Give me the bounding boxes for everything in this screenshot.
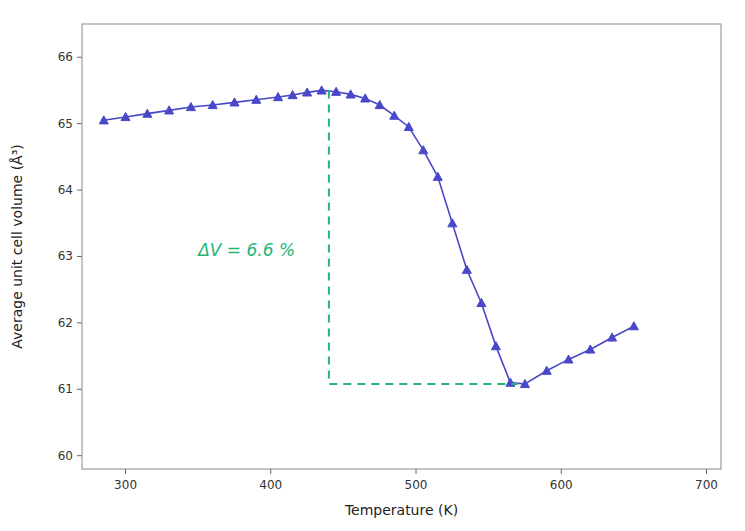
y-tick-label: 66 bbox=[58, 50, 73, 64]
data-point bbox=[208, 101, 217, 109]
data-point bbox=[390, 111, 399, 119]
data-point bbox=[586, 345, 595, 353]
data-point bbox=[542, 366, 551, 374]
x-tick-label: 700 bbox=[695, 478, 718, 492]
data-point bbox=[346, 90, 355, 98]
x-tick bbox=[125, 469, 126, 474]
data-point bbox=[564, 355, 573, 363]
x-tick bbox=[561, 469, 562, 474]
data-point bbox=[99, 116, 108, 124]
y-tick-label: 62 bbox=[58, 316, 73, 330]
annotation: ΔV = 6.6 % bbox=[196, 240, 295, 260]
x-tick bbox=[270, 469, 271, 474]
chart: 300 400 500 600 700 60 61 62 63 64 65 66 ΔV = 6.6 % T… bbox=[0, 0, 745, 531]
data-point bbox=[143, 109, 152, 117]
data-line bbox=[104, 90, 634, 384]
y-tick bbox=[77, 322, 82, 323]
data-point bbox=[186, 103, 195, 111]
y-tick bbox=[77, 256, 82, 257]
data-point bbox=[375, 101, 384, 109]
y-tick bbox=[77, 123, 82, 124]
x-tick bbox=[416, 469, 417, 474]
y-tick bbox=[77, 455, 82, 456]
data-point bbox=[491, 342, 500, 350]
data-point bbox=[121, 112, 130, 120]
y-tick-label: 63 bbox=[58, 249, 73, 263]
data-point bbox=[230, 98, 239, 106]
y-tick-label: 64 bbox=[58, 183, 73, 197]
dashed-guide bbox=[329, 90, 518, 384]
plot-frame bbox=[82, 24, 721, 469]
chart-container: 300 400 500 600 700 60 61 62 63 64 65 66 ΔV = 6.6 % T… bbox=[0, 0, 745, 531]
data-point bbox=[288, 91, 297, 99]
data-point bbox=[165, 106, 174, 114]
y-tick-label: 60 bbox=[58, 449, 73, 463]
data-point bbox=[404, 122, 413, 130]
data-point bbox=[506, 378, 515, 386]
y-tick bbox=[77, 57, 82, 58]
y-tick-label: 61 bbox=[58, 382, 73, 396]
x-tick-label: 500 bbox=[405, 478, 428, 492]
data-point bbox=[419, 146, 428, 154]
x-tick bbox=[706, 469, 707, 474]
y-tick bbox=[77, 389, 82, 390]
x-tick-label: 400 bbox=[259, 478, 282, 492]
y-axis-label: Average unit cell volume (Å³) bbox=[9, 144, 25, 348]
data-point bbox=[520, 379, 529, 387]
data-point bbox=[303, 88, 312, 96]
plot-background bbox=[82, 24, 721, 469]
x-tick-label: 300 bbox=[114, 478, 137, 492]
data-point bbox=[332, 87, 341, 95]
data-point bbox=[629, 322, 638, 330]
data-point bbox=[274, 93, 283, 101]
x-axis-label: Temperature (K) bbox=[344, 502, 458, 518]
y-tick-label: 65 bbox=[58, 117, 73, 131]
data-point bbox=[462, 265, 471, 273]
data-point bbox=[608, 333, 617, 341]
data-point bbox=[252, 95, 261, 103]
data-point bbox=[317, 86, 326, 94]
y-tick bbox=[77, 190, 82, 191]
data-point bbox=[361, 94, 370, 102]
data-point bbox=[433, 172, 442, 180]
series-group bbox=[99, 86, 638, 388]
data-point bbox=[477, 298, 486, 306]
data-point bbox=[448, 219, 457, 227]
x-tick-label: 600 bbox=[550, 478, 573, 492]
